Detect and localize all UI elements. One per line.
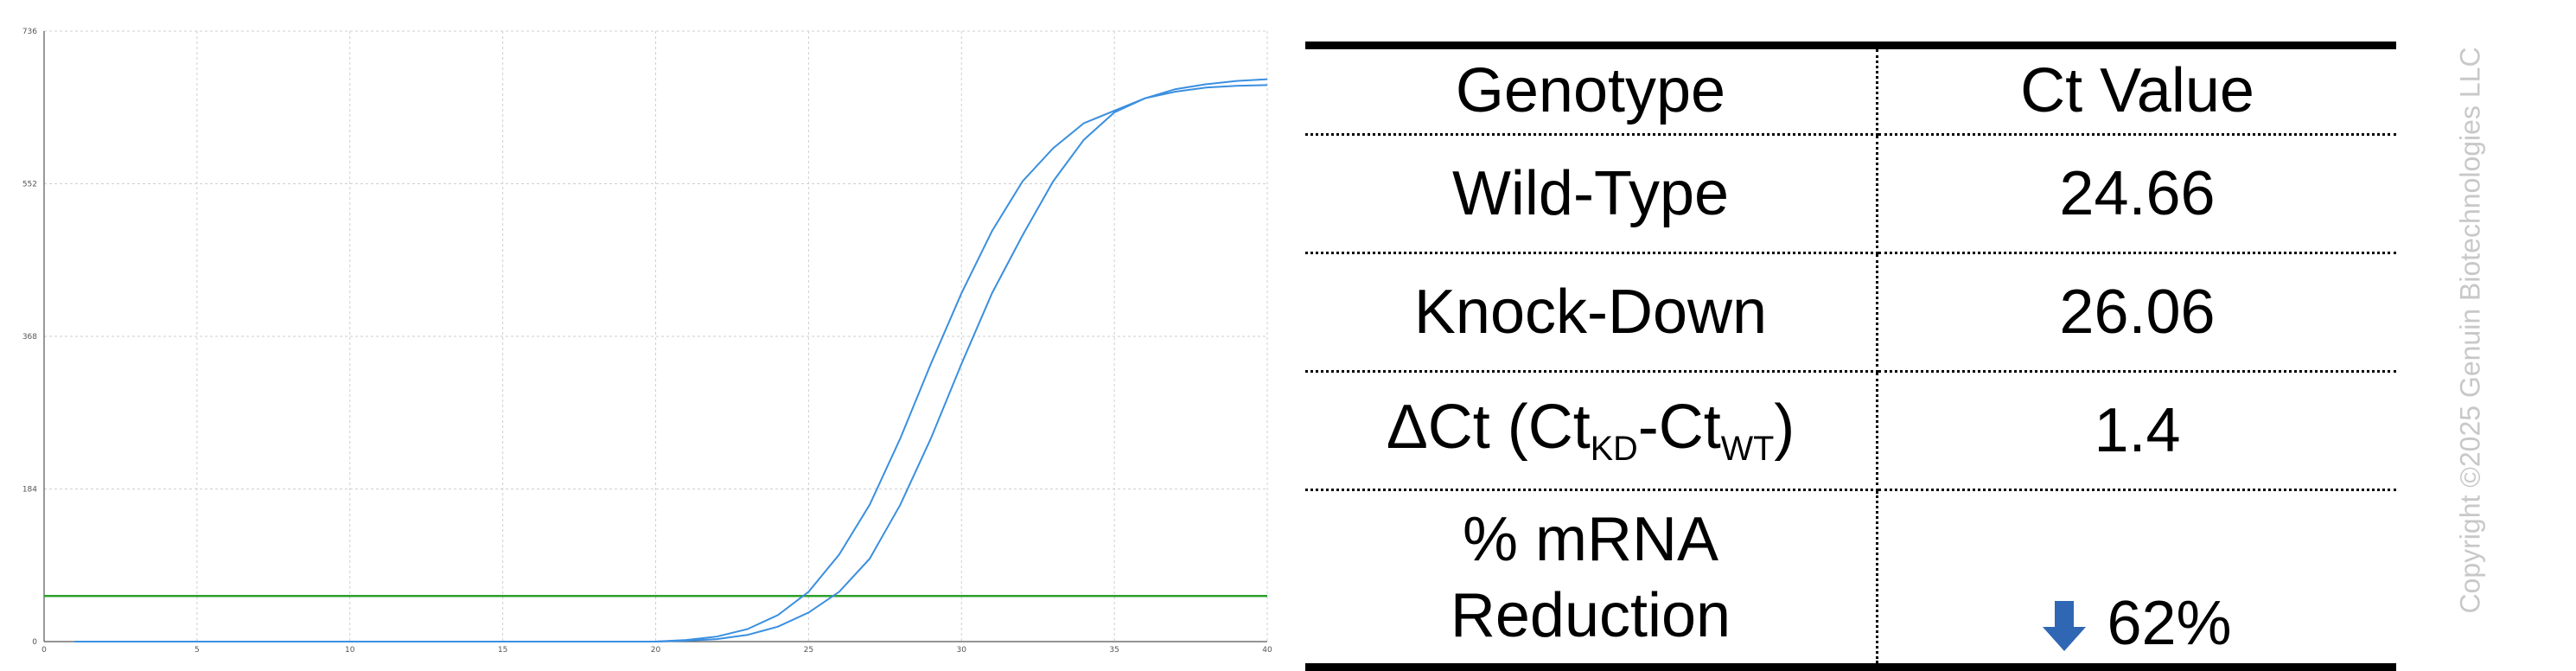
amplification-plot: 0 5 10 15 20 25 30 35 40 0 184 368 552 736 [22, 28, 1272, 655]
delta-ct-label: ΔCt (CtKD-CtWT) [1305, 371, 1878, 491]
table-row: Knock-Down 26.06 [1305, 252, 2396, 373]
x-tick-label: 5 [194, 646, 200, 655]
y-tick-label: 368 [22, 333, 37, 342]
x-tick-label: 30 [957, 646, 967, 655]
y-tick-label: 552 [22, 181, 37, 189]
delta-ct-sub-wt: WT [1720, 430, 1775, 469]
table-header-row: Genotype Ct Value [1305, 45, 2396, 136]
table-row: Wild-Type 24.66 [1305, 134, 2396, 254]
delta-ct-value: 1.4 [1877, 371, 2396, 491]
x-tick-label: 25 [804, 646, 813, 655]
x-tick-label: 40 [1262, 646, 1272, 655]
ct-value-header: Ct Value [1877, 45, 2396, 136]
x-tick-label: 20 [651, 646, 661, 655]
x-tick-label: 35 [1109, 646, 1119, 655]
qpcr-amplification-chart: 0 5 10 15 20 25 30 35 40 0 184 368 552 736 [0, 0, 1288, 661]
wild-type-ct: 24.66 [1877, 134, 2396, 254]
x-tick-label: 0 [41, 646, 47, 655]
reduction-label-line1: % mRNA [1462, 504, 1718, 574]
reduction-value: 62% [2107, 589, 2232, 659]
delta-ct-sub-kd: KD [1590, 430, 1638, 469]
x-tick-label: 10 [345, 646, 355, 655]
reduction-label-line2: Reduction [1450, 580, 1731, 650]
wild-type-label: Wild-Type [1305, 134, 1878, 254]
delta-ct-suffix: ) [1774, 393, 1795, 463]
y-tick-label: 0 [32, 638, 37, 647]
reduction-value-cell: 62% [1878, 490, 2397, 668]
copyright-notice: Copyright ©2025 Genuin Biotechnologies L… [2454, 47, 2486, 614]
knock-down-label: Knock-Down [1305, 252, 1878, 373]
x-tick-label: 15 [498, 646, 507, 655]
table-row: ΔCt (CtKD-CtWT) 1.4 [1305, 371, 2396, 491]
amplification-curve-2 [74, 84, 1268, 642]
y-tick-label: 736 [22, 28, 37, 36]
reduction-label: % mRNA Reduction [1305, 489, 1878, 668]
amplification-curve-1 [74, 78, 1268, 642]
ct-results-table: Genotype Ct Value Wild-Type 24.66 Knock-… [1305, 42, 2396, 671]
delta-ct-prefix: ΔCt (Ct [1386, 393, 1591, 463]
delta-ct-mid: -Ct [1637, 393, 1721, 463]
genotype-header: Genotype [1305, 45, 1878, 136]
y-tick-label: 184 [22, 486, 37, 495]
knock-down-ct: 26.06 [1877, 252, 2396, 373]
table-row: % mRNA Reduction 62% [1305, 489, 2397, 668]
down-arrow-icon [2043, 601, 2087, 652]
